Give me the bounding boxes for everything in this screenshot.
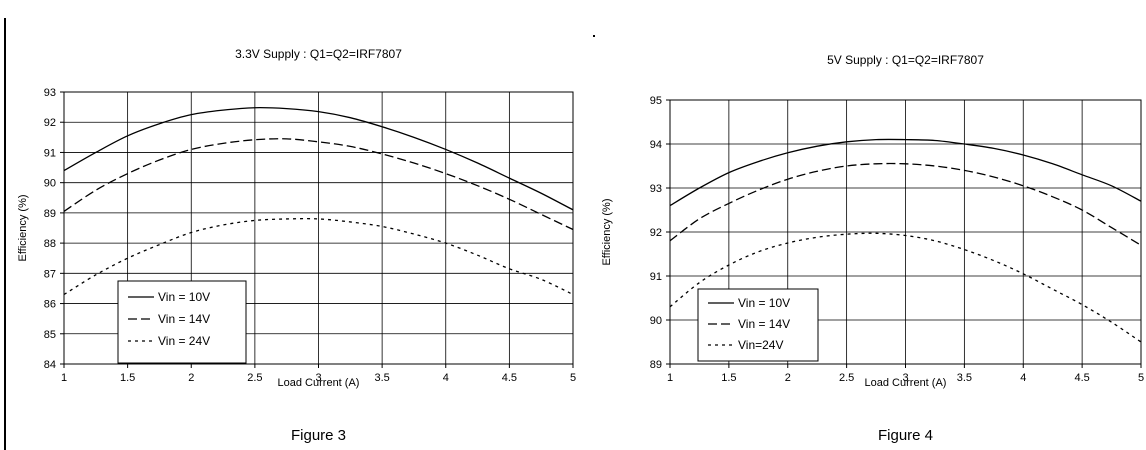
y-axis-label: Efficiency (%): [17, 194, 29, 261]
legend-label-1: Vin = 10V: [738, 296, 790, 310]
y-tick-label: 87: [44, 268, 56, 280]
y-tick-label: 86: [44, 299, 56, 311]
x-tick-label: 1: [61, 372, 67, 384]
chart-title: 5V Supply : Q1=Q2=IRF7807: [827, 53, 984, 67]
y-tick-label: 93: [650, 183, 662, 195]
x-tick-label: 2: [785, 372, 791, 384]
legend-box: [697, 288, 819, 362]
legend-label-2: Vin = 14V: [738, 317, 790, 331]
x-tick-label: 2: [188, 372, 194, 384]
y-axis-label: Efficiency (%): [601, 198, 613, 265]
legend-label-3: Vin=24V: [738, 338, 784, 352]
y-tick-label: 91: [44, 147, 56, 159]
legend: Vin = 10V Vin = 14V Vin = 24V: [117, 280, 247, 364]
x-tick-label: 2.5: [247, 372, 262, 384]
y-tick-label: 89: [650, 359, 662, 371]
y-tick-label: 90: [44, 178, 56, 190]
y-tick-label: 84: [44, 359, 56, 371]
x-tick-label: 4.5: [1074, 372, 1089, 384]
legend-label-1: Vin = 10V: [158, 290, 210, 304]
x-tick-label: 2.5: [839, 372, 854, 384]
y-tick-label: 92: [44, 117, 56, 129]
y-tick-label: 94: [650, 139, 662, 151]
figure-caption: Figure 3: [291, 427, 346, 444]
x-tick-label: 3: [902, 372, 908, 384]
x-axis-label: Load Current (A): [865, 377, 947, 389]
series-line-3: [669, 232, 1142, 343]
legend: Vin = 10V Vin = 14V Vin=24V: [697, 288, 819, 362]
chart-1: 3.3V Supply : Q1=Q2=IRF7807 1 1.5 2 2.5 3 3.5 4…: [17, 47, 576, 444]
series-line-1: [669, 138, 1142, 207]
x-axis-label: Load Current (A): [278, 377, 360, 389]
y-tick-label: 92: [650, 227, 662, 239]
x-tick-label: 3: [315, 372, 321, 384]
y-tick-label: 85: [44, 329, 56, 341]
series-line-2: [63, 138, 574, 231]
y-tick-label: 88: [44, 238, 56, 250]
x-tick-label: 4: [443, 372, 449, 384]
page-left-border: [4, 18, 6, 450]
chart-title: 3.3V Supply : Q1=Q2=IRF7807: [235, 47, 402, 61]
x-tick-label: 1: [667, 372, 673, 384]
legend-label-3: Vin = 24V: [158, 334, 210, 348]
series-line-1: [63, 107, 574, 211]
y-tick-label: 93: [44, 87, 56, 99]
y-tick-label: 91: [650, 271, 662, 283]
legend-label-2: Vin = 14V: [158, 312, 210, 326]
x-tick-label: 5: [570, 372, 576, 384]
legend-box: [117, 280, 247, 364]
y-tick-label: 89: [44, 208, 56, 220]
figure-caption: Figure 4: [878, 427, 933, 444]
x-tick-label: 3.5: [957, 372, 972, 384]
y-tick-label: 90: [650, 315, 662, 327]
x-tick-label: 4: [1020, 372, 1026, 384]
x-tick-label: 3.5: [374, 372, 389, 384]
x-tick-label: 1.5: [120, 372, 135, 384]
series-line-2: [669, 162, 1142, 246]
stray-dot: [593, 35, 595, 37]
x-tick-label: 5: [1138, 372, 1144, 384]
chart-2: 5V Supply : Q1=Q2=IRF7807 1 1.5 2 2.5 3 3.5 4 4.…: [601, 53, 1144, 444]
x-tick-label: 4.5: [502, 372, 517, 384]
y-tick-label: 95: [650, 95, 662, 107]
x-tick-label: 1.5: [721, 372, 736, 384]
